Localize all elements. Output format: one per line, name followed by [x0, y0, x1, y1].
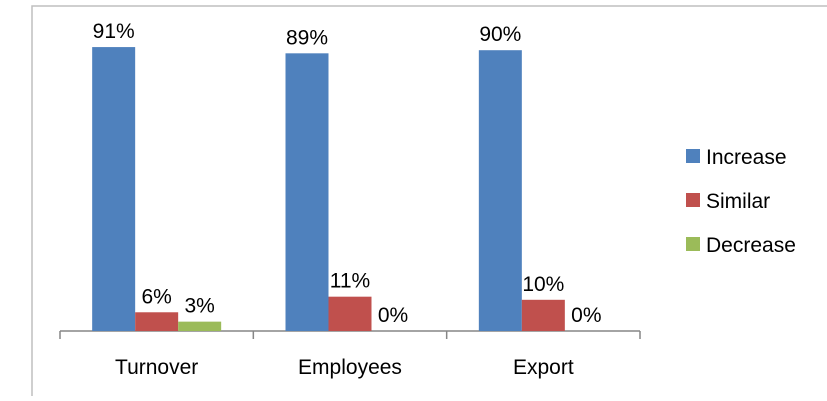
data-label: 10%: [522, 273, 564, 296]
data-label: 0%: [571, 304, 601, 327]
data-label: 90%: [479, 23, 521, 46]
x-tick-label: Export: [513, 356, 574, 379]
legend: Increase Similar Decrease: [686, 146, 796, 257]
legend-swatch-decrease: [686, 237, 700, 251]
data-label: 6%: [141, 285, 171, 308]
bar-increase-export: [478, 50, 522, 331]
x-tick-label: Turnover: [115, 356, 198, 379]
data-label: 91%: [93, 20, 135, 43]
legend-swatch-similar: [686, 193, 700, 207]
bar-decrease-turnover: [178, 321, 222, 331]
x-axis-tick-labels: Turnover Employees Export: [115, 356, 574, 379]
bar-similar-employees: [328, 296, 372, 331]
legend-label-similar: Similar: [706, 190, 770, 213]
legend-label-decrease: Decrease: [706, 234, 796, 257]
bar-increase-turnover: [92, 47, 136, 332]
legend-swatch-increase: [686, 149, 700, 163]
x-axis-ticks: [59, 331, 641, 339]
x-tick-label: Employees: [298, 356, 402, 379]
chart-border: [31, 5, 827, 396]
data-label: 0%: [378, 304, 408, 327]
bar-similar-export: [521, 299, 565, 331]
bar-similar-turnover: [135, 312, 179, 331]
data-label: 3%: [184, 295, 214, 318]
data-labels: 91% 6% 3% 89% 11% 0% 90% 10% 0%: [93, 20, 602, 327]
data-label: 11%: [330, 270, 370, 293]
bar-increase-employees: [285, 53, 329, 331]
data-label: 89%: [286, 26, 328, 49]
bar-series: [92, 47, 565, 332]
legend-label-increase: Increase: [706, 146, 787, 169]
